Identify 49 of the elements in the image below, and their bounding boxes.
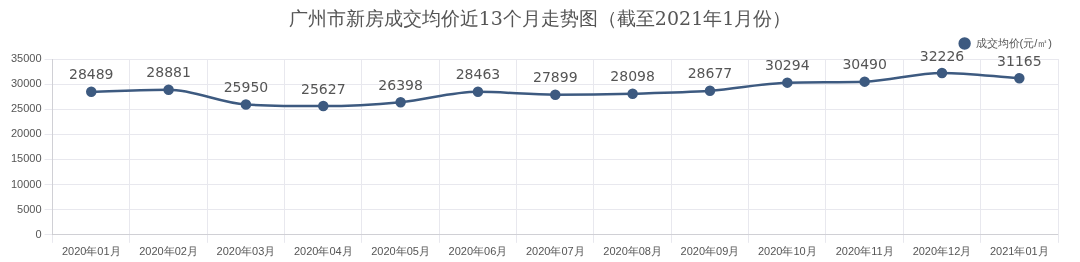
y-tick-label: 20000 <box>10 127 42 140</box>
x-tick-label: 2020年02月 <box>139 245 198 258</box>
data-label: 25627 <box>301 80 346 97</box>
y-tick-label: 0 <box>35 227 42 240</box>
y-tick-label: 25000 <box>10 102 42 115</box>
x-tick-label: 2020年11月 <box>835 245 894 258</box>
point <box>627 88 638 99</box>
point <box>782 77 793 88</box>
x-tick-label: 2020年03月 <box>216 245 276 258</box>
x-tick-label: 2020年04月 <box>293 245 353 258</box>
point <box>318 100 329 112</box>
data-label: 26398 <box>378 76 423 93</box>
data-label: 28463 <box>455 66 501 83</box>
x-tick-label: 2020年10月 <box>757 245 817 258</box>
data-label: 27899 <box>533 69 578 86</box>
point <box>1014 73 1025 84</box>
y-tick-label: 10000 <box>10 177 42 190</box>
point <box>163 84 174 95</box>
data-label: 28098 <box>610 68 655 85</box>
point <box>395 96 406 108</box>
data-label: 28677 <box>687 65 733 82</box>
point <box>472 86 484 98</box>
point <box>240 99 252 110</box>
point <box>859 76 870 87</box>
x-tick-label: 2020年09月 <box>680 245 740 258</box>
y-tick-label: 15000 <box>10 152 42 165</box>
point <box>704 85 716 97</box>
chart-title: 广州市新房成交均价近13个月走势图（截至2021年1月份） <box>287 6 793 31</box>
data-label: 25950 <box>223 79 269 96</box>
point <box>936 67 948 79</box>
x-tick-label: 2020年05月 <box>371 245 430 258</box>
data-label: 30294 <box>765 57 810 74</box>
point <box>86 86 97 97</box>
x-tick-label: 2021年01月 <box>989 245 1049 258</box>
y-tick-label: 5000 <box>17 202 42 215</box>
data-label: 30490 <box>842 56 887 73</box>
x-tick-label: 2020年01月 <box>61 245 121 258</box>
x-tick-label: 2020年07月 <box>525 245 585 258</box>
data-label: 31165 <box>997 52 1042 69</box>
point <box>550 89 561 100</box>
x-tick-label: 2020年06月 <box>448 245 508 258</box>
data-label: 32226 <box>919 47 965 64</box>
y-tick-label: 35000 <box>10 52 42 65</box>
data-label: 28881 <box>146 64 191 81</box>
legend-label: 成交均价(元/㎡) <box>975 36 1053 49</box>
x-tick-label: 2020年08月 <box>603 245 662 258</box>
y-tick-label: 30000 <box>10 77 42 90</box>
data-label: 28489 <box>68 66 114 83</box>
x-tick-label: 2020年12月 <box>912 245 972 258</box>
